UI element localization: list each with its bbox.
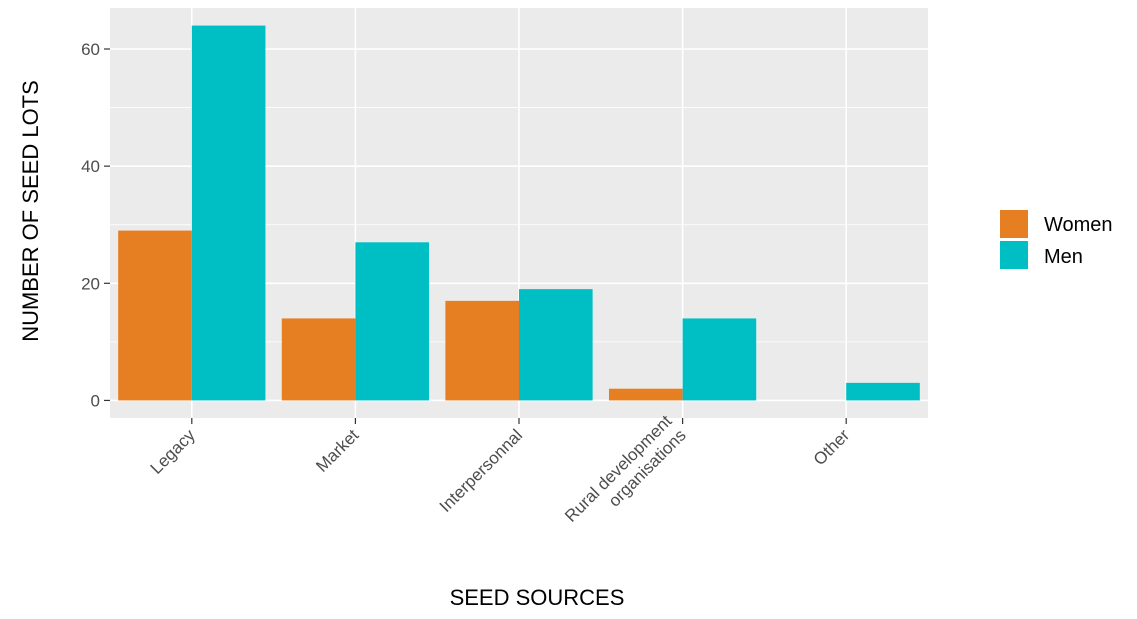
bar-women-3 — [608, 388, 683, 401]
x-tick-label: Market — [312, 425, 362, 475]
x-tick-label: Interpersonnal — [436, 426, 526, 516]
bar-men-4 — [846, 382, 920, 401]
y-tick-label: 20 — [81, 274, 100, 293]
x-axis-title: SEED SOURCES — [450, 585, 625, 610]
bar-men-1 — [355, 242, 430, 401]
legend-label-men: Men — [1044, 246, 1083, 268]
y-tick-label: 60 — [81, 40, 100, 59]
y-tick-label: 0 — [91, 391, 100, 410]
legend-label-women: Women — [1044, 214, 1113, 236]
bar-men-2 — [519, 289, 593, 401]
x-tick-label: Legacy — [147, 425, 200, 478]
bar-women-1 — [281, 318, 356, 401]
bar-women-0 — [118, 230, 192, 401]
bar-men-0 — [191, 25, 266, 401]
legend-swatch-men — [1000, 241, 1028, 269]
legend-swatch-women — [1000, 210, 1028, 238]
bars — [118, 25, 920, 401]
bar-women-2 — [445, 300, 519, 401]
bar-men-3 — [682, 318, 757, 401]
y-tick-label: 40 — [81, 157, 100, 176]
x-axis: Legacy Market Interpersonnal Rural developm… — [147, 411, 854, 540]
y-axis-title: NUMBER OF SEED LOTS — [18, 80, 43, 342]
x-tick-label: Rural developmentorganisations — [561, 411, 690, 540]
y-axis: 0 20 40 60 — [81, 40, 110, 410]
x-tick-label: Other — [810, 425, 854, 469]
legend: Women Men — [1000, 210, 1113, 269]
